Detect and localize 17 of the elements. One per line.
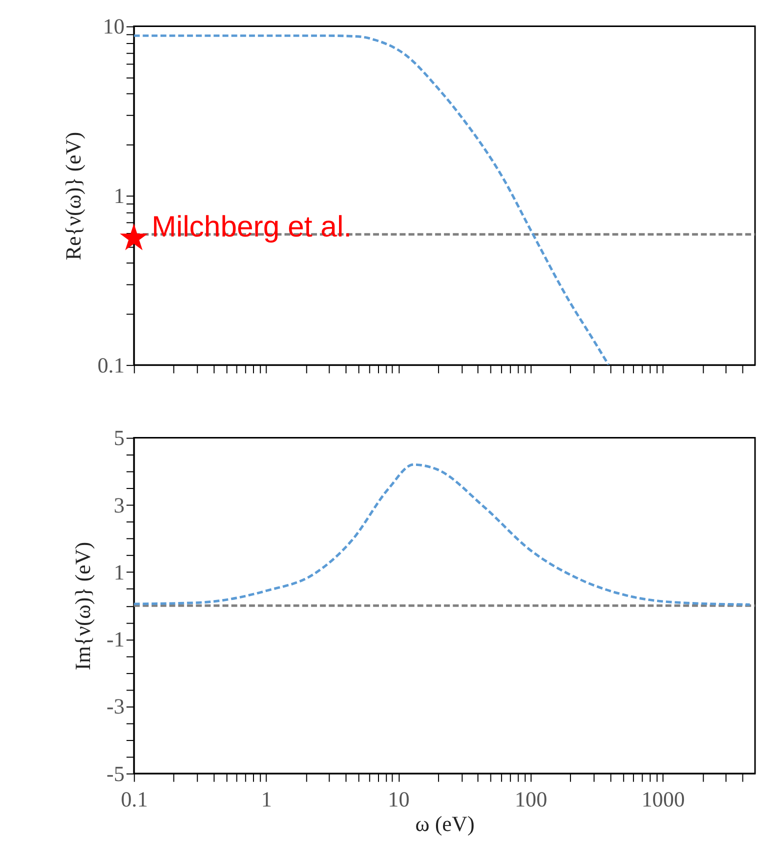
x-tick-label: 10 xyxy=(388,787,410,812)
y-tick-label: 3 xyxy=(114,493,125,518)
y-tick-label: 1 xyxy=(114,184,125,208)
y-tick-label: -5 xyxy=(106,762,125,786)
y-tick-label: 1 xyxy=(114,560,125,584)
y-tick-label: -3 xyxy=(106,694,125,719)
x-tick-label: 1000 xyxy=(641,787,685,812)
series-label: Milchberg et al. xyxy=(152,210,352,244)
y-tick-label: -1 xyxy=(106,628,125,652)
y-axis-title: Re{ν(ω)} (eV) xyxy=(62,132,86,260)
x-tick-label: 100 xyxy=(514,787,548,812)
y-tick-label: 10 xyxy=(102,14,125,39)
x-tick-label: 1 xyxy=(261,787,272,812)
y-tick-label: 0.1 xyxy=(97,353,125,378)
y-axis-title: Im{ν(ω)} (eV) xyxy=(70,542,95,670)
x-axis-title: ω (eV) xyxy=(415,812,475,836)
y-tick-label: 5 xyxy=(114,426,125,450)
